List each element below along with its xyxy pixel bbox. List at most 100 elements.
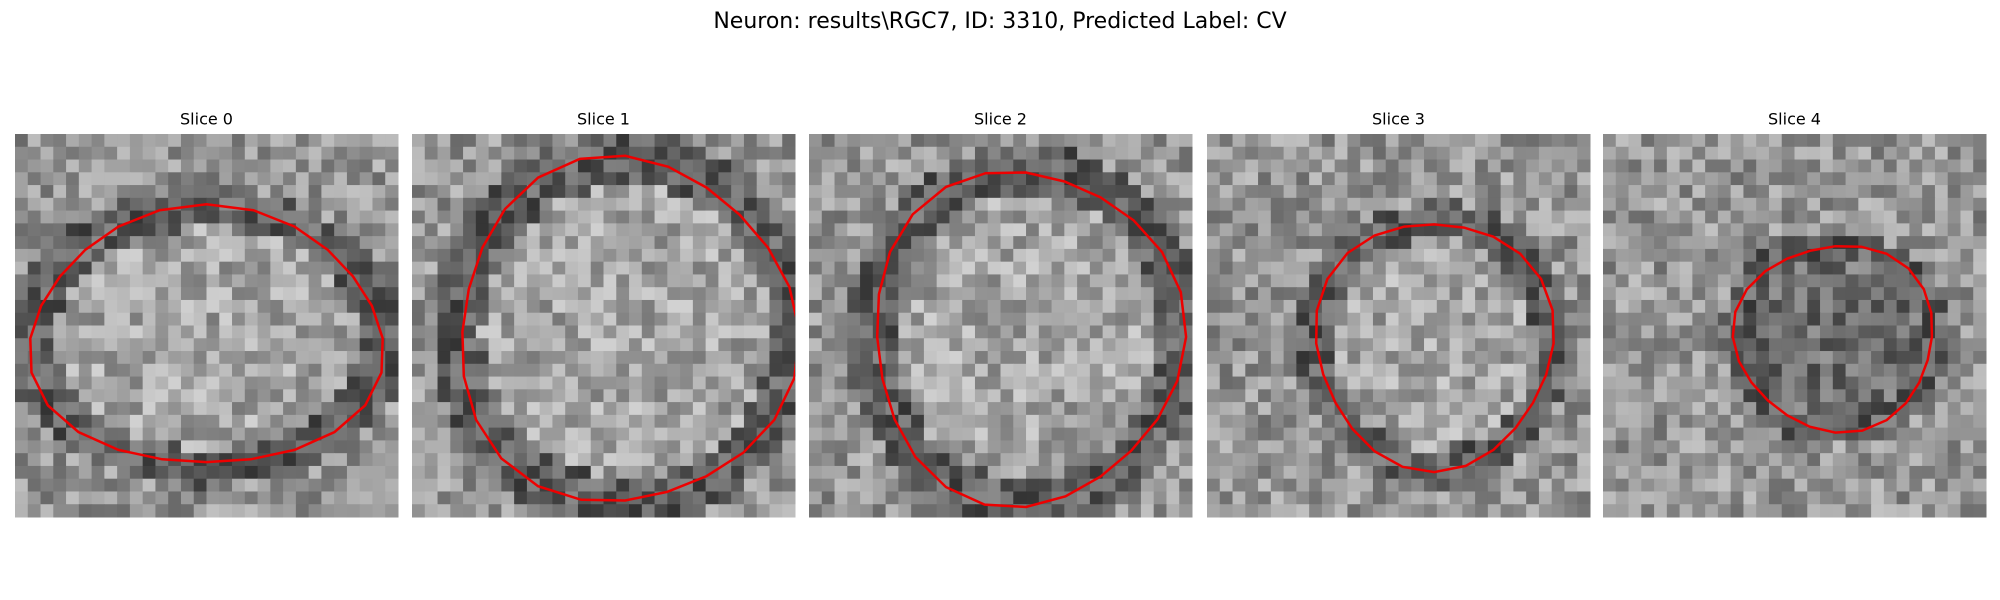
pixel <box>1973 402 1987 416</box>
pixel <box>1140 248 1155 263</box>
pixel <box>1089 210 1104 224</box>
pixel <box>359 478 373 492</box>
pixel <box>1947 197 1961 212</box>
pixel <box>1564 363 1578 378</box>
pixel <box>743 172 758 186</box>
pixel <box>1462 159 1476 173</box>
pixel <box>1679 312 1693 326</box>
pixel <box>321 440 335 454</box>
pixel <box>743 440 758 454</box>
pixel <box>1372 312 1387 326</box>
pixel <box>526 287 541 301</box>
pixel <box>1705 427 1719 441</box>
pixel <box>552 210 566 224</box>
pixel <box>1245 402 1259 416</box>
pixel <box>692 274 707 288</box>
pixel <box>654 210 668 224</box>
pixel <box>974 465 989 480</box>
pixel <box>1475 299 1489 314</box>
pixel <box>782 504 796 518</box>
pixel <box>936 146 950 161</box>
pixel <box>731 376 745 390</box>
pixel <box>346 440 361 454</box>
pixel <box>66 134 80 148</box>
pixel <box>155 223 169 237</box>
pixel <box>1934 146 1949 161</box>
pixel <box>1207 427 1221 441</box>
pixel <box>104 338 118 352</box>
pixel <box>359 351 373 365</box>
pixel <box>1372 134 1387 148</box>
pixel <box>193 351 207 365</box>
pixel <box>923 414 938 429</box>
pixel <box>1411 197 1425 212</box>
pixel <box>1347 504 1361 518</box>
pixel <box>1038 351 1053 365</box>
pixel <box>232 134 246 148</box>
pixel <box>860 363 874 378</box>
pixel <box>872 427 887 441</box>
pixel <box>860 197 874 212</box>
pixel <box>1128 210 1142 224</box>
pixel <box>1500 223 1514 237</box>
pixel <box>1411 351 1425 365</box>
pixel <box>577 248 592 263</box>
pixel <box>1666 453 1681 467</box>
pixel <box>1270 478 1285 492</box>
pixel <box>1449 312 1463 326</box>
pixel <box>1858 504 1872 518</box>
pixel <box>1500 134 1514 148</box>
pixel <box>206 210 220 224</box>
pixel <box>872 185 887 199</box>
pixel <box>1526 440 1540 454</box>
pixel <box>346 210 361 224</box>
pixel <box>1820 134 1834 148</box>
pixel <box>641 299 656 314</box>
pixel <box>1487 465 1502 480</box>
pixel <box>27 185 42 199</box>
pixel <box>1538 453 1553 467</box>
pixel <box>1909 236 1923 250</box>
pixel <box>91 197 105 212</box>
pixel <box>1179 210 1193 224</box>
pixel <box>1858 389 1872 403</box>
pixel <box>756 363 770 378</box>
pixel <box>860 440 874 454</box>
pixel <box>1270 389 1285 403</box>
pixel <box>1615 376 1630 390</box>
pixel <box>346 478 361 492</box>
pixel <box>232 236 246 250</box>
pixel <box>1296 376 1310 390</box>
pixel <box>1089 440 1104 454</box>
pixel <box>590 376 604 390</box>
pixel <box>1385 351 1399 365</box>
pixel <box>257 159 271 173</box>
pixel <box>769 261 783 275</box>
pixel <box>1334 325 1348 339</box>
pixel <box>1475 465 1489 480</box>
pixel <box>1526 453 1540 467</box>
pixel <box>1140 453 1155 467</box>
pixel <box>206 440 220 454</box>
pixel <box>104 236 118 250</box>
pixel <box>1153 197 1167 212</box>
pixel <box>1768 453 1783 467</box>
pixel <box>412 453 426 467</box>
pixel <box>1347 185 1361 199</box>
pixel <box>129 287 144 301</box>
pixel <box>1411 236 1425 250</box>
pixel <box>1934 172 1949 186</box>
pixel <box>782 134 796 148</box>
pixel <box>1283 427 1297 441</box>
pixel <box>539 325 553 339</box>
pixel <box>334 440 348 454</box>
pixel <box>1641 504 1655 518</box>
pixel <box>1245 312 1259 326</box>
pixel <box>1347 389 1361 403</box>
pixel <box>577 185 592 199</box>
pixel <box>1140 210 1155 224</box>
pixel <box>949 453 963 467</box>
pixel <box>1102 325 1116 339</box>
pixel <box>731 134 745 148</box>
pixel <box>117 389 131 403</box>
